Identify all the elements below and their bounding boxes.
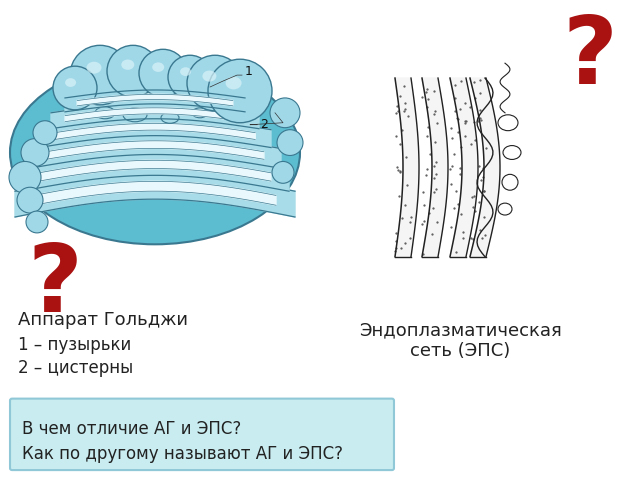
Ellipse shape [9, 161, 41, 193]
Ellipse shape [122, 60, 134, 70]
Ellipse shape [226, 77, 242, 89]
Polygon shape [34, 181, 276, 205]
Text: 1 – пузырьки: 1 – пузырьки [18, 336, 131, 354]
Polygon shape [65, 108, 245, 121]
Polygon shape [29, 135, 281, 168]
Polygon shape [51, 103, 259, 129]
Text: ?: ? [563, 12, 618, 104]
Ellipse shape [21, 139, 49, 167]
FancyBboxPatch shape [10, 398, 394, 470]
Polygon shape [39, 118, 271, 147]
Polygon shape [470, 78, 500, 257]
Ellipse shape [180, 67, 191, 76]
Ellipse shape [208, 59, 272, 123]
Polygon shape [395, 78, 419, 257]
Text: Аппарат Гольджи: Аппарат Гольджи [18, 312, 188, 329]
Ellipse shape [65, 78, 76, 87]
Polygon shape [65, 90, 245, 112]
Ellipse shape [202, 71, 216, 82]
Polygon shape [39, 160, 271, 181]
Polygon shape [77, 94, 233, 106]
Ellipse shape [168, 55, 212, 99]
Text: ?: ? [28, 240, 83, 333]
Ellipse shape [139, 49, 187, 97]
Ellipse shape [70, 45, 130, 105]
Ellipse shape [10, 60, 300, 244]
Ellipse shape [277, 130, 303, 156]
Ellipse shape [26, 211, 48, 233]
Polygon shape [450, 78, 478, 257]
Ellipse shape [33, 121, 57, 144]
Ellipse shape [272, 161, 294, 183]
Ellipse shape [107, 45, 159, 97]
Ellipse shape [187, 55, 243, 111]
Text: В чем отличие АГ и ЭПС?
Как по другому называют АГ и ЭПС?: В чем отличие АГ и ЭПС? Как по другому н… [22, 420, 343, 464]
Text: Эндоплазматическая
сеть (ЭПС): Эндоплазматическая сеть (ЭПС) [358, 321, 561, 360]
Ellipse shape [152, 62, 164, 72]
Polygon shape [46, 141, 264, 159]
Ellipse shape [270, 98, 300, 128]
Polygon shape [55, 123, 255, 140]
Polygon shape [15, 173, 295, 217]
Text: 2 – цистерны: 2 – цистерны [18, 359, 133, 377]
Polygon shape [422, 78, 448, 257]
Text: 2: 2 [260, 118, 268, 131]
Ellipse shape [53, 66, 97, 110]
Text: 1: 1 [245, 65, 253, 78]
Ellipse shape [86, 62, 102, 73]
Ellipse shape [17, 187, 43, 213]
Polygon shape [21, 154, 289, 191]
